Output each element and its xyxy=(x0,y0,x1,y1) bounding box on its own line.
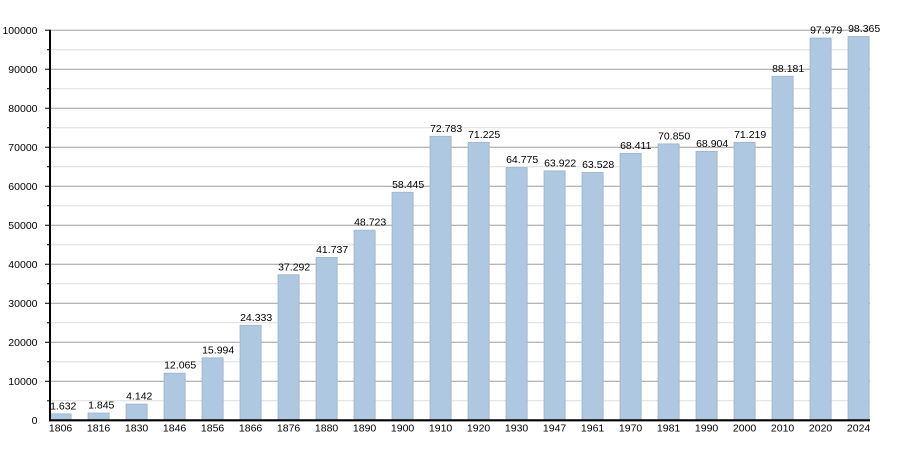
svg-text:72.783: 72.783 xyxy=(430,123,462,135)
svg-text:1.845: 1.845 xyxy=(88,400,114,412)
svg-text:88.181: 88.181 xyxy=(772,63,804,75)
svg-text:97.979: 97.979 xyxy=(810,25,842,37)
svg-text:58.445: 58.445 xyxy=(392,179,424,191)
svg-text:71.219: 71.219 xyxy=(734,129,766,141)
svg-text:4.142: 4.142 xyxy=(126,391,152,403)
svg-text:15.994: 15.994 xyxy=(202,344,234,356)
svg-text:40000: 40000 xyxy=(8,259,37,271)
svg-text:2010: 2010 xyxy=(771,423,795,435)
svg-text:1981: 1981 xyxy=(657,423,681,435)
svg-text:0: 0 xyxy=(32,415,38,427)
svg-text:64.775: 64.775 xyxy=(506,154,538,166)
svg-text:63.922: 63.922 xyxy=(544,157,576,169)
svg-text:2020: 2020 xyxy=(809,423,833,435)
svg-text:1856: 1856 xyxy=(201,423,225,435)
svg-text:12.065: 12.065 xyxy=(164,360,196,372)
svg-text:1990: 1990 xyxy=(695,423,719,435)
svg-text:48.723: 48.723 xyxy=(354,217,386,229)
svg-text:1830: 1830 xyxy=(125,423,149,435)
svg-text:24.333: 24.333 xyxy=(240,312,272,324)
svg-text:2024: 2024 xyxy=(847,423,871,435)
svg-text:71.225: 71.225 xyxy=(468,129,500,141)
svg-text:41.737: 41.737 xyxy=(316,244,348,256)
svg-text:37.292: 37.292 xyxy=(278,261,310,273)
svg-text:68.904: 68.904 xyxy=(696,138,728,150)
svg-text:20000: 20000 xyxy=(8,337,37,349)
svg-text:100000: 100000 xyxy=(2,25,37,37)
svg-text:30000: 30000 xyxy=(8,298,37,310)
svg-text:1947: 1947 xyxy=(543,423,567,435)
svg-text:70000: 70000 xyxy=(8,142,37,154)
svg-text:50000: 50000 xyxy=(8,220,37,232)
svg-text:90000: 90000 xyxy=(8,64,37,76)
svg-text:68.411: 68.411 xyxy=(620,140,651,152)
svg-text:10000: 10000 xyxy=(8,376,37,388)
svg-text:60000: 60000 xyxy=(8,181,37,193)
svg-text:1876: 1876 xyxy=(277,423,301,435)
svg-text:1970: 1970 xyxy=(619,423,643,435)
svg-text:1900: 1900 xyxy=(391,423,415,435)
svg-text:1866: 1866 xyxy=(239,423,263,435)
svg-text:1846: 1846 xyxy=(163,423,187,435)
svg-text:70.850: 70.850 xyxy=(658,130,690,142)
svg-text:2000: 2000 xyxy=(733,423,757,435)
svg-text:98.365: 98.365 xyxy=(848,23,880,35)
svg-text:80000: 80000 xyxy=(8,103,37,115)
svg-text:1880: 1880 xyxy=(315,423,339,435)
svg-text:1961: 1961 xyxy=(581,423,605,435)
svg-text:1920: 1920 xyxy=(467,423,491,435)
svg-text:1930: 1930 xyxy=(505,423,529,435)
svg-text:63.528: 63.528 xyxy=(582,159,614,171)
svg-text:1890: 1890 xyxy=(353,423,377,435)
svg-text:1910: 1910 xyxy=(429,423,453,435)
svg-text:1806: 1806 xyxy=(49,423,73,435)
svg-text:1.632: 1.632 xyxy=(50,400,76,412)
svg-text:1816: 1816 xyxy=(87,423,111,435)
